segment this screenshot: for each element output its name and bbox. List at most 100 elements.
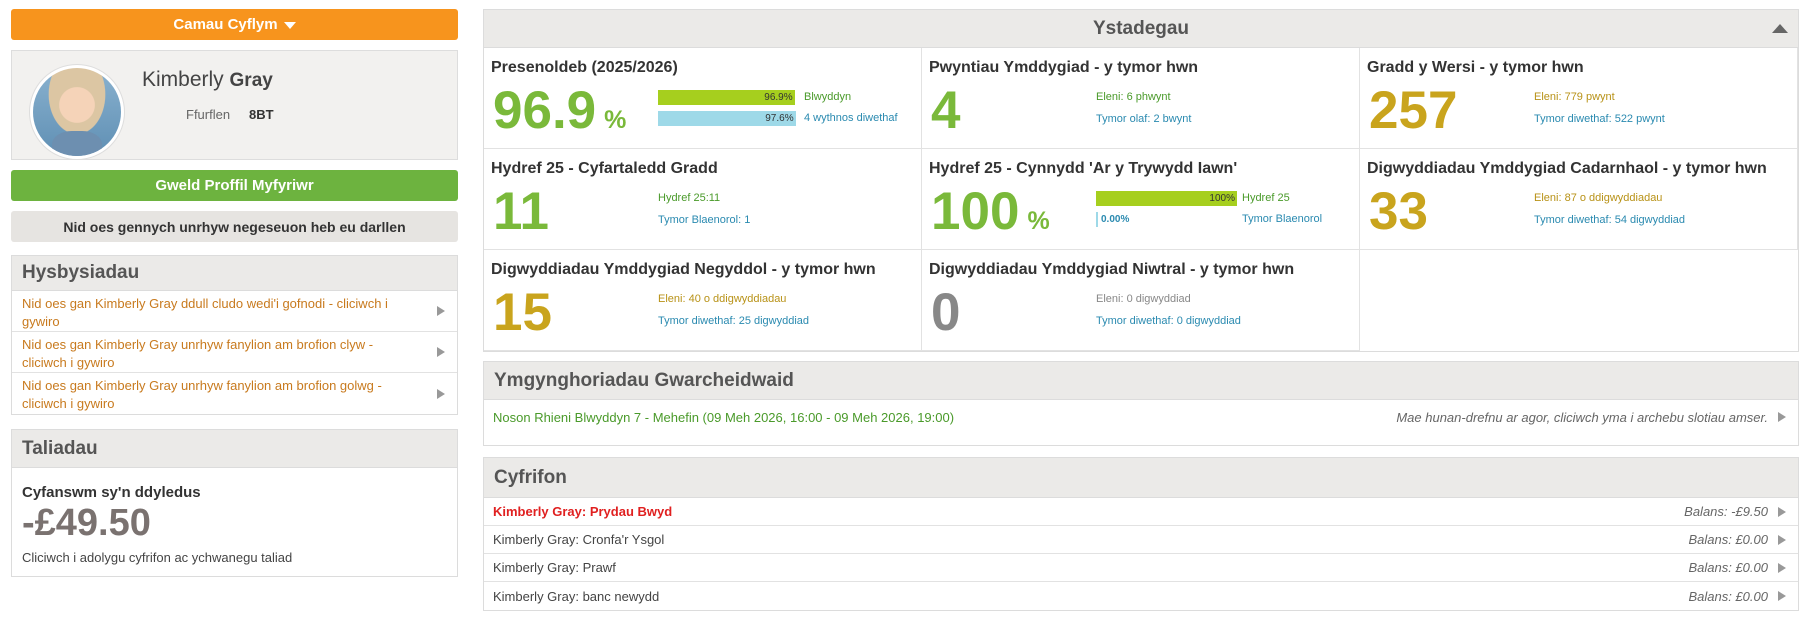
guardian-event-row[interactable]: Noson Rhieni Blwyddyn 7 - Mehefin (09 Me… <box>484 400 1798 434</box>
messages-status[interactable]: Nid oes gennych unrhyw negeseuon heb eu … <box>11 211 458 242</box>
arrow-right-icon <box>1778 412 1786 422</box>
caret-down-icon <box>283 22 296 29</box>
form-label: Ffurflen <box>186 107 231 122</box>
progress-current-bar: 100% Hydref 25 <box>1096 191 1290 206</box>
guardian-note: Mae hunan-drefnu ar agor, cliciwch yma i… <box>1396 409 1768 425</box>
stat-title: Gradd y Wersi - y tymor hwn <box>1367 59 1584 76</box>
bar-fill: 100% <box>1096 191 1237 206</box>
stat-line-1: Eleni: 6 phwynt <box>1096 91 1171 103</box>
view-profile-button[interactable]: Gweld Proffil Myfyriwr <box>11 170 458 201</box>
bar-caption: Tymor Blaenorol <box>1242 213 1323 225</box>
progress-previous-bar: 0.00% Tymor Blaenorol <box>1096 212 1322 227</box>
arrow-right-icon <box>1778 506 1786 517</box>
right-column: Ystadegau Presenoldeb (2025/2026) 96.9% … <box>483 9 1799 611</box>
account-balance: Balans: -£9.50 <box>1684 504 1768 519</box>
statistics-title: Ystadegau <box>1092 17 1190 39</box>
account-name: Kimberly Gray: Cronfa'r Ysgol <box>493 532 665 547</box>
account-row[interactable]: Kimberly Gray: banc newydd Balans: £0.00 <box>484 582 1798 610</box>
stat-value: 15 <box>493 283 552 342</box>
account-balance: Balans: £0.00 <box>1688 560 1768 575</box>
stat-line-1: Eleni: 0 digwyddiad <box>1096 293 1191 305</box>
account-name: Kimberly Gray: Prawf <box>493 560 616 575</box>
account-name: Kimberly Gray: Prydau Bwyd <box>493 504 673 519</box>
stat-progress[interactable]: Hydref 25 - Cynnydd 'Ar y Trywydd Iawn' … <box>922 149 1360 250</box>
stat-value: 96.9% <box>493 81 627 140</box>
quick-actions-label: Camau Cyflym <box>173 16 278 33</box>
notification-item[interactable]: Nid oes gan Kimberly Gray ddull cludo we… <box>12 291 457 332</box>
payments-panel[interactable]: Taliadau Cyfanswm sy'n ddyledus -£49.50 … <box>11 429 458 577</box>
notification-text: Nid oes gan Kimberly Gray ddull cludo we… <box>22 296 388 329</box>
stat-line-2: Tymor olaf: 2 bwynt <box>1096 113 1192 125</box>
arrow-right-icon <box>437 388 445 399</box>
caret-up-icon[interactable] <box>1772 24 1788 33</box>
stat-behaviour-points[interactable]: Pwyntiau Ymddygiad - y tymor hwn 4 Eleni… <box>922 48 1360 149</box>
arrow-right-icon <box>437 347 445 357</box>
account-row[interactable]: Kimberly Gray: Prawf Balans: £0.00 <box>484 554 1798 582</box>
stat-title: Digwyddiadau Ymddygiad Cadarnhaol - y ty… <box>1367 160 1767 177</box>
stat-positive-events[interactable]: Digwyddiadau Ymddygiad Cadarnhaol - y ty… <box>1360 149 1798 250</box>
left-column: Camau Cyflym Kimberly Gray Ffurflen 8BT … <box>11 9 458 577</box>
stat-neutral-events[interactable]: Digwyddiadau Ymddygiad Niwtral - y tymor… <box>922 250 1360 351</box>
stat-line-2: Tymor diwethaf: 25 digwyddiad <box>658 315 810 327</box>
account-balance: Balans: £0.00 <box>1688 532 1768 547</box>
guardian-event: Noson Rhieni Blwyddyn 7 - Mehefin (09 Me… <box>493 409 955 425</box>
accounts-panel: Cyfrifon Kimberly Gray: Prydau Bwyd Bala… <box>483 457 1799 611</box>
stat-value: 33 <box>1369 182 1428 241</box>
stat-empty-cell <box>1360 250 1798 351</box>
arrow-right-icon <box>437 306 445 316</box>
stat-title: Digwyddiadau Ymddygiad Negyddol - y tymo… <box>491 261 876 278</box>
total-due-value: -£49.50 <box>22 502 151 544</box>
accounts-title: Cyfrifon <box>484 458 1798 498</box>
stat-value: 0 <box>931 283 961 342</box>
guardian-title: Ymgynghoriadau Gwarcheidwaid <box>484 362 1798 400</box>
bar-caption: 4 wythnos diwethaf <box>804 112 898 124</box>
arrow-right-icon <box>1778 534 1786 545</box>
stat-title: Pwyntiau Ymddygiad - y tymor hwn <box>929 59 1199 76</box>
attendance-4weeks-bar: 97.6% 4 wythnos diwethaf <box>658 111 898 126</box>
arrow-right-icon <box>1778 591 1786 601</box>
payments-title: Taliadau <box>12 430 457 468</box>
statistics-panel: Ystadegau Presenoldeb (2025/2026) 96.9% … <box>483 9 1799 352</box>
payments-note[interactable]: Cliciwch i adolygu cyfrifon ac ychwanegu… <box>22 550 293 565</box>
stat-value: 4 <box>931 81 961 140</box>
notification-item[interactable]: Nid oes gan Kimberly Gray unrhyw fanylio… <box>12 332 457 373</box>
stat-line-2: Tymor diwethaf: 0 digwyddiad <box>1096 315 1241 327</box>
account-row[interactable]: Kimberly Gray: Cronfa'r Ysgol Balans: £0… <box>484 526 1798 554</box>
account-balance: Balans: £0.00 <box>1688 588 1768 604</box>
stat-title: Hydref 25 - Cynnydd 'Ar y Trywydd Iawn' <box>929 160 1238 177</box>
guardian-consultations-panel: Ymgynghoriadau Gwarcheidwaid Noson Rhien… <box>483 361 1799 446</box>
stat-line-1: Eleni: 40 o ddigwyddiadau <box>658 293 787 305</box>
surname: Gray <box>229 70 273 91</box>
total-due-label: Cyfanswm sy'n ddyledus <box>22 484 201 501</box>
avatar <box>29 64 125 160</box>
stat-attendance[interactable]: Presenoldeb (2025/2026) 96.9% 96.9% Blwy… <box>484 48 922 149</box>
notification-item[interactable]: Nid oes gan Kimberly Gray unrhyw fanylio… <box>12 373 457 414</box>
notifications-panel: Hysbysiadau Nid oes gan Kimberly Gray dd… <box>11 255 458 415</box>
stat-line-1: Eleni: 779 pwynt <box>1534 91 1615 103</box>
stat-title: Digwyddiadau Ymddygiad Niwtral - y tymor… <box>929 261 1295 278</box>
stat-average-grade[interactable]: Hydref 25 - Cyfartaledd Gradd 11 Hydref … <box>484 149 922 250</box>
stat-negative-events[interactable]: Digwyddiadau Ymddygiad Negyddol - y tymo… <box>484 250 922 351</box>
bar-fill: 96.9% <box>658 90 795 105</box>
quick-actions-button[interactable]: Camau Cyflym <box>11 9 458 40</box>
stat-line-2: Tymor diwethaf: 522 pwynt <box>1534 113 1665 125</box>
stat-line-1: Eleni: 87 o ddigwyddiadau <box>1534 192 1663 204</box>
stat-title: Presenoldeb (2025/2026) <box>491 59 678 76</box>
form-value: 8BT <box>249 107 274 122</box>
notifications-title: Hysbysiadau <box>12 256 457 291</box>
stat-value: 100% <box>931 182 1050 241</box>
statistics-header[interactable]: Ystadegau <box>484 10 1798 48</box>
bar-fill: 97.6% <box>658 111 796 126</box>
stat-value: 11 <box>493 182 550 241</box>
notification-text: Nid oes gan Kimberly Gray unrhyw fanylio… <box>22 337 374 370</box>
account-name: Kimberly Gray: banc newydd <box>493 588 660 604</box>
first-name: Kimberly <box>142 68 224 91</box>
bar-fill: 0.00% <box>1096 212 1129 227</box>
stat-value: 257 <box>1369 81 1458 140</box>
arrow-right-icon <box>1778 562 1786 573</box>
statistics-grid: Presenoldeb (2025/2026) 96.9% 96.9% Blwy… <box>484 48 1798 351</box>
account-row[interactable]: Kimberly Gray: Prydau Bwyd Balans: -£9.5… <box>484 498 1798 526</box>
stat-line-1: Hydref 25:11 <box>658 192 721 204</box>
profile-card: Kimberly Gray Ffurflen 8BT <box>11 50 458 160</box>
stat-lesson-grade[interactable]: Gradd y Wersi - y tymor hwn 257 Eleni: 7… <box>1360 48 1798 149</box>
